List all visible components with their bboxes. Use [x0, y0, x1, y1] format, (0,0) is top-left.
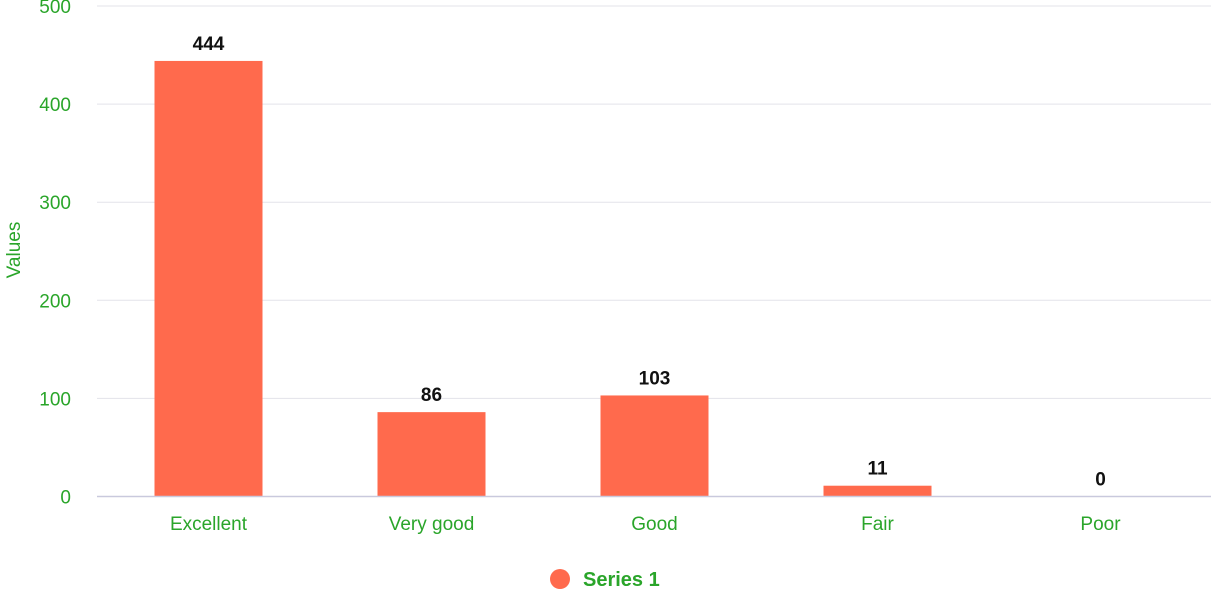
- y-tick-label: 400: [39, 95, 71, 116]
- y-tick-label: 500: [39, 0, 71, 18]
- y-tick-label: 0: [60, 488, 71, 509]
- legend-swatch: [550, 569, 570, 589]
- legend-label-series-1: Series 1: [583, 569, 660, 591]
- legend[interactable]: Series 1: [550, 569, 660, 591]
- x-tick-label: Very good: [389, 514, 475, 535]
- y-axis-title: Values: [4, 222, 25, 279]
- data-label: 0: [1095, 470, 1106, 491]
- y-axis-ticks: 0 100 200 300 400 500: [39, 0, 71, 509]
- data-label: 103: [639, 368, 671, 389]
- x-tick-label: Good: [631, 514, 677, 535]
- bar-very-good[interactable]: [377, 412, 486, 497]
- y-tick-label: 300: [39, 193, 71, 214]
- data-label: 444: [193, 34, 225, 55]
- data-label: 86: [421, 385, 442, 406]
- x-tick-label: Fair: [861, 514, 894, 535]
- x-tick-label: Poor: [1080, 514, 1121, 535]
- y-tick-label: 100: [39, 389, 71, 410]
- y-tick-label: 200: [39, 291, 71, 312]
- bar-excellent[interactable]: [154, 60, 263, 497]
- grid-lines: [97, 5, 1211, 399]
- data-label: 11: [867, 459, 888, 480]
- bar-fair[interactable]: [823, 485, 932, 497]
- x-tick-label: Excellent: [170, 514, 248, 535]
- data-labels: 444 86 103 11 0: [193, 34, 1106, 491]
- x-axis-ticks: Excellent Very good Good Fair Poor: [170, 514, 1121, 535]
- bars: [154, 60, 932, 497]
- bar-good[interactable]: [600, 395, 709, 497]
